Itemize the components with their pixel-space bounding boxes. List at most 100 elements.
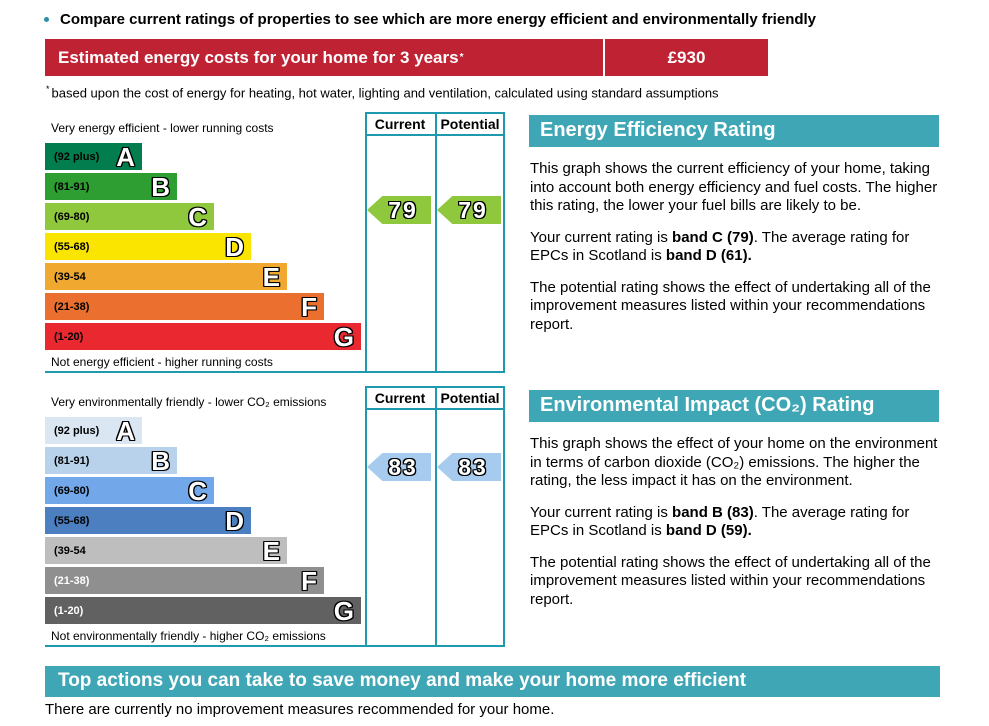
- co2-rating-bands: (92 plus) A (81-91) B (69-80) C (55-68) D (39-54…: [45, 417, 365, 627]
- epc-band-f: (21-38) F: [45, 567, 365, 594]
- epc-band-range: (1-20): [54, 604, 84, 617]
- epc-band-e: (39-54 E: [45, 263, 365, 290]
- energy-scale-bottom-label: Not energy efficient - higher running co…: [51, 355, 273, 369]
- text-segment: Your current rating is: [530, 228, 673, 246]
- column-divider: [435, 112, 437, 373]
- cost-label-asterisk: *: [459, 52, 464, 63]
- epc-band-bar: (1-20) G: [45, 597, 361, 624]
- epc-band-d: (55-68) D: [45, 507, 365, 534]
- epc-band-g: (1-20) G: [45, 597, 365, 624]
- current-rating-bold: band C (79): [672, 228, 754, 246]
- epc-band-bar: (21-38) F: [45, 293, 324, 320]
- cost-banner-value: £930: [603, 39, 768, 76]
- epc-band-bar: (21-38) F: [45, 567, 324, 594]
- epc-band-letter: B: [151, 445, 170, 476]
- current-rating-bold: band B (83): [672, 503, 754, 521]
- column-divider: [435, 386, 437, 647]
- epc-band-letter: F: [301, 565, 317, 596]
- top-actions-banner: Top actions you can take to save money a…: [45, 666, 940, 697]
- column-top-border: [365, 386, 505, 388]
- co2-scale-top-label: Very environmentally friendly - lower CO…: [51, 395, 327, 409]
- epc-band-letter: D: [225, 231, 244, 262]
- environmental-impact-chart: Very environmentally friendly - lower CO…: [45, 386, 505, 647]
- current-rating-arrow: 79: [367, 196, 431, 224]
- environmental-impact-panel: Environmental Impact (CO₂) Rating This g…: [529, 390, 939, 609]
- epc-band-range: (81-91): [54, 180, 90, 193]
- cost-label-text: Estimated energy costs for your home for…: [58, 47, 459, 67]
- epc-band-bar: (81-91) B: [45, 173, 177, 200]
- epc-band-a: (92 plus) A: [45, 143, 365, 170]
- column-header-border: [365, 134, 505, 136]
- estimated-cost-banner: Estimated energy costs for your home for…: [45, 39, 768, 76]
- epc-band-range: (21-38): [54, 574, 90, 587]
- potential-column-header: Potential: [440, 116, 500, 132]
- energy-efficiency-panel: Energy Efficiency Rating This graph show…: [529, 115, 939, 334]
- co2-panel-paragraph-3: The potential rating shows the effect of…: [530, 553, 931, 608]
- epc-band-letter: A: [116, 141, 135, 172]
- energy-scale-top-label: Very energy efficient - lower running co…: [51, 121, 274, 135]
- epc-band-letter: C: [188, 201, 207, 232]
- epc-band-range: (55-68): [54, 514, 90, 527]
- epc-band-bar: (92 plus) A: [45, 417, 142, 444]
- epc-band-range: (1-20): [54, 330, 84, 343]
- potential-rating-arrow: 79: [437, 196, 501, 224]
- energy-panel-paragraph-3: The potential rating shows the effect of…: [530, 278, 931, 333]
- current-rating-value: 79: [388, 196, 418, 223]
- potential-column-header: Potential: [440, 390, 500, 406]
- co2-panel-paragraph-1: This graph shows the effect of your home…: [530, 435, 938, 489]
- text-segment: . The average rating for EPCs in Scotlan…: [530, 503, 910, 540]
- epc-band-range: (39-54: [54, 270, 86, 283]
- epc-band-letter: D: [225, 505, 244, 536]
- potential-rating-arrow: 83: [437, 453, 501, 481]
- epc-band-d: (55-68) D: [45, 233, 365, 260]
- epc-band-c: (69-80) C: [45, 477, 365, 504]
- chart-bottom-border: [45, 645, 505, 647]
- epc-band-letter: E: [262, 535, 280, 566]
- current-rating-value: 83: [388, 453, 418, 480]
- epc-band-range: (21-38): [54, 300, 90, 313]
- average-rating-bold: band D (61).: [665, 247, 752, 264]
- epc-band-letter: F: [301, 291, 317, 322]
- potential-rating-value: 83: [458, 453, 488, 480]
- epc-band-a: (92 plus) A: [45, 417, 365, 444]
- chart-bottom-border: [45, 371, 505, 373]
- epc-band-e: (39-54 E: [45, 537, 365, 564]
- energy-panel-paragraph-2: Your current rating is band C (79). The …: [530, 229, 939, 266]
- energy-panel-title: Energy Efficiency Rating: [529, 115, 939, 147]
- epc-band-letter: B: [151, 171, 170, 202]
- epc-band-bar: (39-54 E: [45, 537, 287, 564]
- epc-band-range: (69-80): [54, 484, 90, 497]
- epc-band-bar: (69-80) C: [45, 203, 214, 230]
- energy-efficiency-chart: Very energy efficient - lower running co…: [45, 112, 505, 373]
- epc-band-bar: (55-68) D: [45, 233, 251, 260]
- epc-band-letter: G: [333, 595, 354, 626]
- footnote-asterisk: *: [46, 84, 50, 94]
- epc-band-letter: A: [116, 415, 135, 446]
- epc-band-g: (1-20) G: [45, 323, 365, 350]
- epc-band-letter: G: [333, 321, 354, 352]
- bullet-icon: [44, 17, 49, 22]
- text-segment: Your current rating is: [530, 503, 673, 521]
- intro-line: Compare current ratings of properties to…: [44, 10, 964, 29]
- epc-band-range: (92 plus): [54, 424, 100, 437]
- epc-band-bar: (69-80) C: [45, 477, 214, 504]
- average-rating-bold: band D (59).: [665, 522, 752, 539]
- column-header-border: [365, 408, 505, 410]
- epc-band-bar: (39-54 E: [45, 263, 287, 290]
- epc-band-range: (92 plus): [54, 150, 100, 163]
- epc-band-range: (81-91): [54, 454, 90, 467]
- epc-band-bar: (1-20) G: [45, 323, 361, 350]
- text-segment: . The average rating for EPCs in Scotlan…: [530, 228, 910, 265]
- column-divider: [365, 112, 367, 373]
- energy-rating-bands: (92 plus) A (81-91) B (69-80) C (55-68) D (39-54…: [45, 143, 365, 353]
- epc-band-bar: (81-91) B: [45, 447, 177, 474]
- epc-band-f: (21-38) F: [45, 293, 365, 320]
- epc-band-range: (69-80): [54, 210, 90, 223]
- column-top-border: [365, 112, 505, 114]
- current-rating-arrow: 83: [367, 453, 431, 481]
- column-divider: [365, 386, 367, 647]
- footnote-text: based upon the cost of energy for heatin…: [51, 85, 719, 101]
- co2-scale-bottom-label: Not environmentally friendly - higher CO…: [51, 629, 326, 643]
- current-column-header: Current: [374, 390, 426, 406]
